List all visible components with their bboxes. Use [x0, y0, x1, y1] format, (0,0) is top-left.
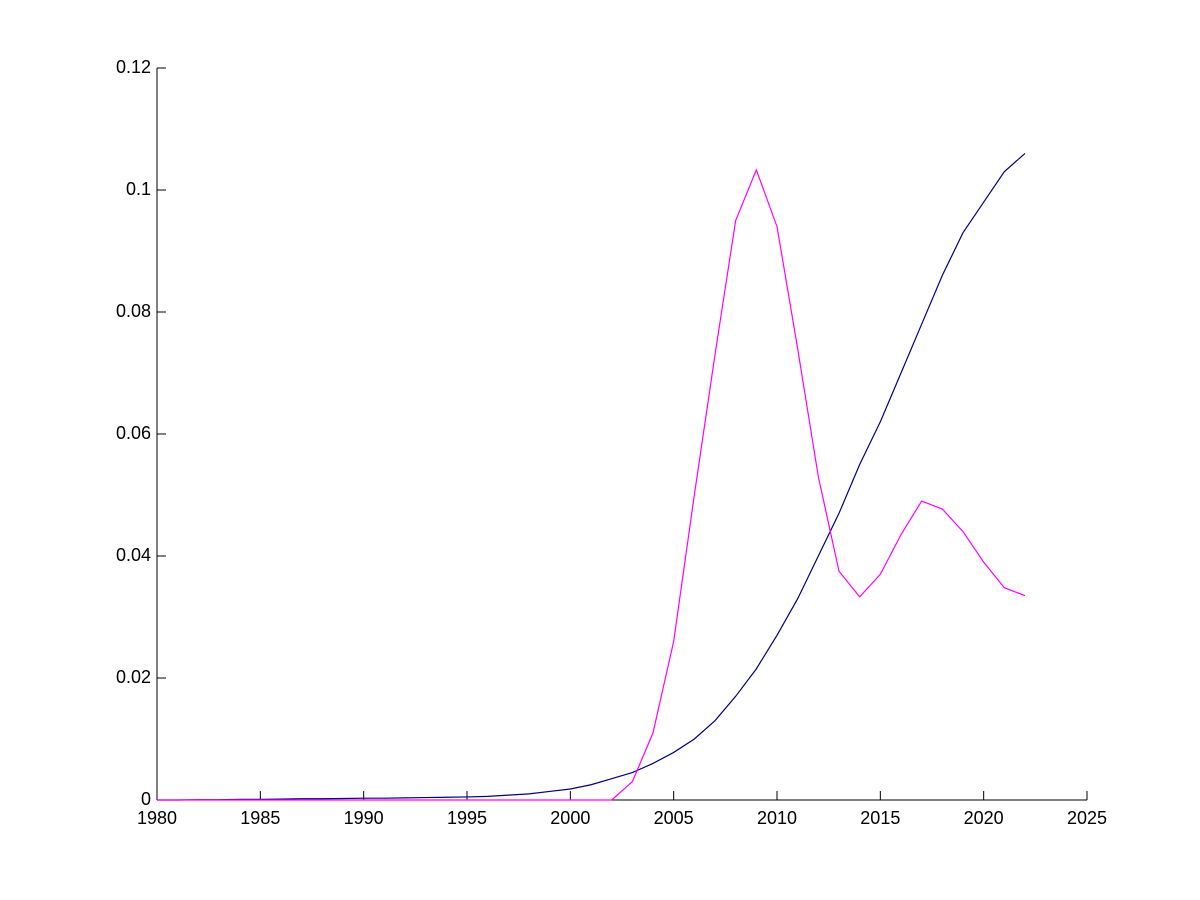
- x-tick-label: 2025: [1067, 808, 1107, 828]
- x-tick-label: 2000: [550, 808, 590, 828]
- x-tick-label: 2005: [654, 808, 694, 828]
- y-tick-label: 0.08: [116, 301, 151, 321]
- x-tick-label: 2015: [860, 808, 900, 828]
- x-tick-label: 1990: [344, 808, 384, 828]
- x-tick-label: 2010: [757, 808, 797, 828]
- y-tick-label: 0: [141, 789, 151, 809]
- y-tick-label: 0.02: [116, 667, 151, 687]
- x-tick-label: 1995: [447, 808, 487, 828]
- x-tick-label: 2020: [964, 808, 1004, 828]
- data-line: [157, 168, 1026, 801]
- y-tick-label: 0.1: [126, 179, 151, 199]
- x-tick-label: 1985: [240, 808, 280, 828]
- y-tick-label: 0.04: [116, 545, 151, 565]
- y-tick-label: 0.06: [116, 423, 151, 443]
- y-tick-label: 0.12: [116, 57, 151, 77]
- x-tick-label: 1980: [137, 808, 177, 828]
- data-line: [157, 152, 1026, 801]
